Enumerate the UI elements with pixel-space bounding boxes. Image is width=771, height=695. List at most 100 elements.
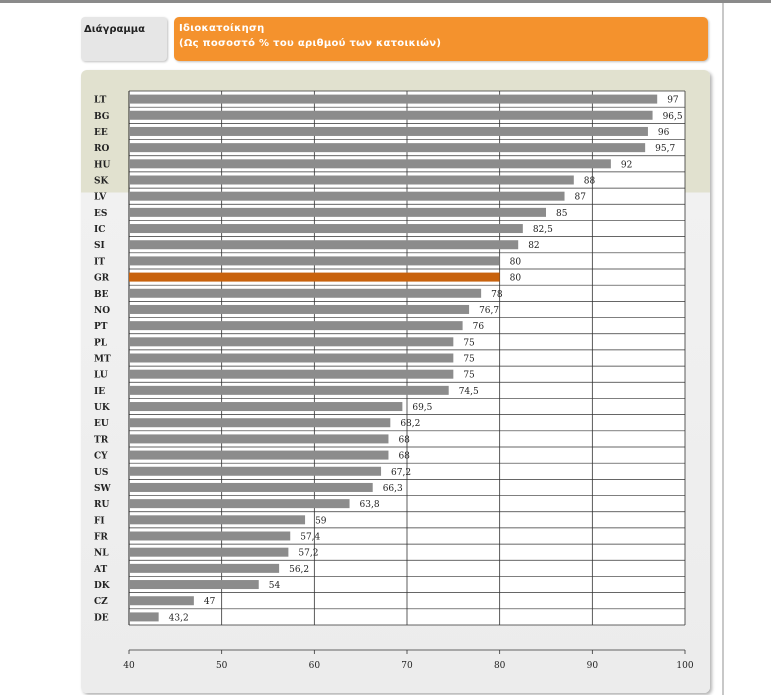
bar-at	[129, 563, 280, 573]
value-label: 56,2	[289, 565, 309, 575]
chart-title-box: Ιδιοκατοίκηση (Ως ποσοστό % του αριθμού …	[174, 17, 708, 61]
value-label: 87	[575, 193, 587, 203]
bar-lu	[129, 369, 454, 379]
bar-gr	[129, 272, 500, 282]
category-label: NL	[94, 549, 109, 559]
category-label: RO	[94, 144, 109, 154]
value-label: 96	[658, 128, 670, 138]
bar-it	[129, 256, 500, 266]
category-label: HU	[94, 160, 111, 170]
category-label: BG	[94, 112, 109, 122]
category-label: DE	[94, 613, 109, 623]
x-tick-label: 70	[401, 661, 413, 671]
category-label: LT	[94, 96, 107, 106]
x-tick-label: 80	[494, 661, 506, 671]
bar-ru	[129, 499, 350, 509]
category-label: AT	[93, 565, 107, 575]
bar-lv	[129, 191, 565, 201]
category-label: LV	[94, 193, 107, 203]
value-label: 80	[510, 257, 522, 267]
category-label: NO	[94, 306, 110, 316]
value-label: 78	[491, 290, 503, 300]
bar-es	[129, 207, 546, 217]
category-label: FI	[94, 516, 105, 526]
value-label: 96,5	[663, 112, 683, 122]
diagram-tab: Διάγραμμα	[81, 17, 167, 61]
value-label: 43,2	[169, 613, 189, 623]
bar-sk	[129, 175, 574, 185]
category-label: US	[94, 468, 108, 478]
chart-subtitle: (Ως ποσοστό % του αριθμού των κατοικιών)	[179, 38, 442, 49]
category-label: CY	[94, 452, 108, 462]
value-label: 74,5	[459, 387, 479, 397]
category-label: PL	[94, 338, 108, 348]
category-label: SK	[94, 177, 109, 187]
value-label: 54	[269, 581, 281, 591]
category-label: IE	[94, 387, 105, 397]
bar-pt	[129, 321, 463, 331]
value-label: 75	[463, 371, 475, 381]
x-tick-label: 90	[587, 661, 599, 671]
bar-mt	[129, 353, 454, 363]
x-tick-label: 60	[309, 661, 321, 671]
category-label: LU	[94, 371, 108, 381]
value-label: 47	[204, 597, 216, 607]
category-label: SI	[94, 241, 105, 251]
value-label: 57,2	[298, 549, 318, 559]
bar-ro	[129, 143, 646, 153]
category-label: PT	[94, 322, 108, 332]
category-label: EU	[94, 419, 109, 429]
value-label: 63,8	[360, 500, 380, 510]
right-rule	[722, 3, 724, 695]
top-rule	[0, 0, 771, 3]
value-label: 59	[315, 516, 327, 526]
bar-hu	[129, 159, 611, 169]
value-label: 76,7	[479, 306, 499, 316]
category-label: ES	[94, 209, 107, 219]
value-label: 80	[510, 274, 522, 284]
value-label: 68	[398, 452, 410, 462]
bar-fi	[129, 515, 306, 525]
bar-tr	[129, 434, 389, 444]
bar-sw	[129, 482, 373, 492]
bar-nl	[129, 547, 289, 557]
bar-de	[129, 612, 159, 622]
category-label: FR	[94, 533, 108, 543]
bar-fr	[129, 531, 291, 541]
bar-ee	[129, 126, 648, 136]
bar-bg	[129, 110, 653, 120]
value-label: 88	[584, 177, 596, 187]
bar-lt	[129, 94, 658, 104]
x-tick-label: 100	[676, 661, 693, 671]
chart-title: Ιδιοκατοίκηση	[179, 23, 265, 34]
bar-dk	[129, 580, 259, 590]
bar-no	[129, 304, 470, 314]
category-label: CZ	[94, 597, 108, 607]
category-label: RU	[94, 500, 109, 510]
category-label: TR	[94, 435, 109, 445]
value-label: 92	[621, 160, 632, 170]
value-label: 57,4	[300, 533, 320, 543]
bar-cy	[129, 450, 389, 460]
value-label: 67,2	[391, 468, 411, 478]
category-label: EE	[94, 128, 108, 138]
value-label: 85	[556, 209, 568, 219]
category-label: IC	[94, 225, 105, 235]
value-label: 76	[473, 322, 485, 332]
bar-ic	[129, 224, 523, 234]
value-label: 68	[398, 435, 410, 445]
category-label: BE	[94, 290, 109, 300]
value-label: 97	[667, 96, 679, 106]
bar-pl	[129, 337, 454, 347]
bar-cz	[129, 596, 194, 606]
bar-ie	[129, 385, 449, 395]
bar-eu	[129, 418, 391, 428]
value-label: 66,3	[383, 484, 403, 494]
category-label: IT	[94, 257, 105, 267]
x-tick-label: 50	[216, 661, 228, 671]
category-label: MT	[94, 355, 111, 365]
value-label: 75	[463, 338, 475, 348]
bar-be	[129, 288, 482, 298]
category-label: UK	[94, 403, 111, 413]
